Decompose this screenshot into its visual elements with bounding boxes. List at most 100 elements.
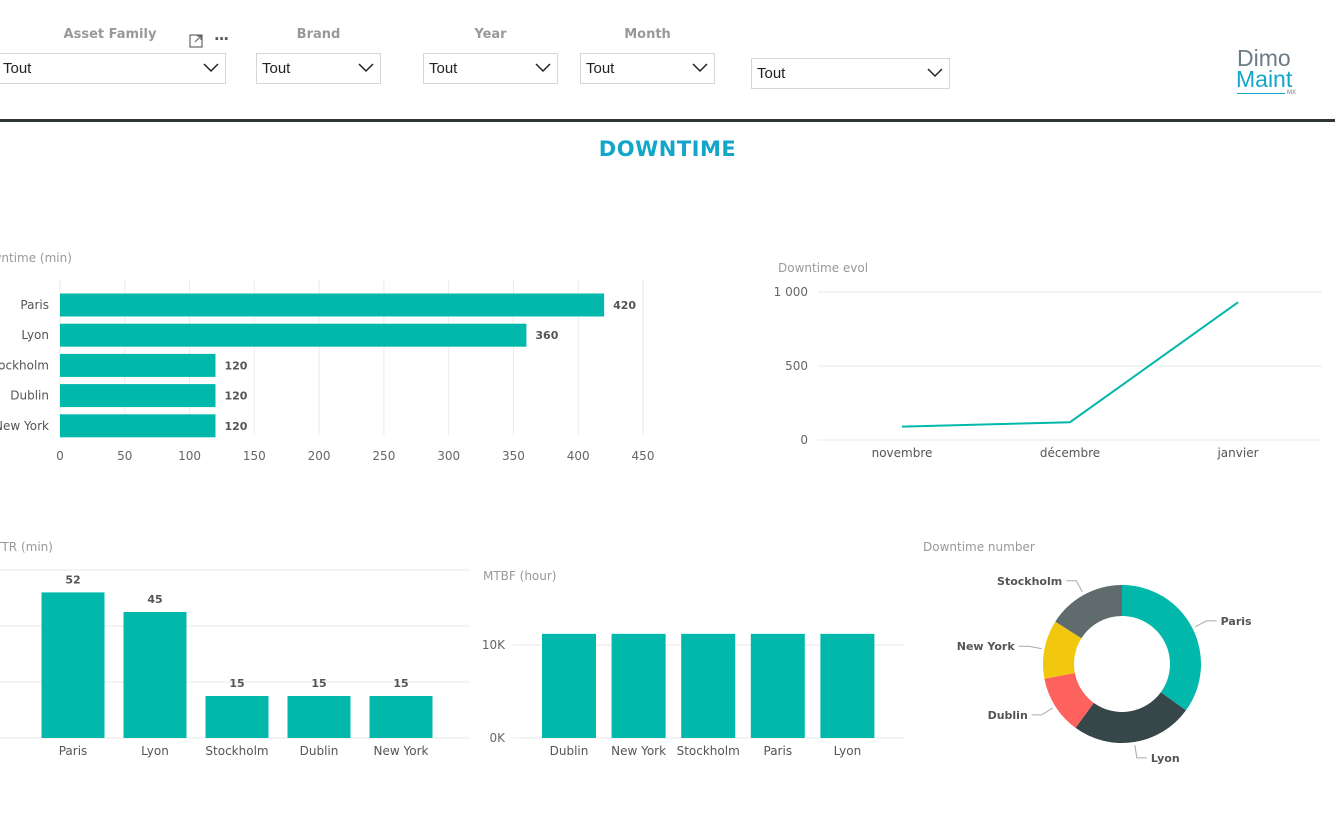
y-tick-label: 0K <box>489 731 506 745</box>
asset-family-dropdown[interactable]: Tout <box>0 53 226 84</box>
chevron-down-icon <box>927 68 943 78</box>
donut-slice <box>1055 585 1122 639</box>
y-tick-label: 10K <box>482 638 506 652</box>
bar <box>60 414 216 438</box>
logo-text-dimo: Dimo <box>1237 45 1291 71</box>
x-tick-label: 200 <box>308 449 331 463</box>
data-label: 15 <box>393 677 408 690</box>
month-dropdown[interactable]: Tout <box>580 53 715 84</box>
data-label: 45 <box>147 593 162 606</box>
data-label: 120 <box>224 420 247 433</box>
category-label: New York <box>611 744 666 758</box>
category-label: New York <box>0 419 49 433</box>
brand-dropdown[interactable]: Tout <box>256 53 381 84</box>
asset-family-label: Asset Family <box>63 27 157 42</box>
x-tick-label: 150 <box>243 449 266 463</box>
chevron-down-icon <box>203 63 219 73</box>
bar <box>60 293 605 317</box>
leader-line <box>1066 580 1083 593</box>
page-title: DOWNTIME <box>598 137 737 161</box>
leader-line <box>1018 645 1042 650</box>
bar <box>542 633 596 738</box>
category-label: Dublin <box>10 389 49 403</box>
asset-family-value: Tout <box>3 60 32 77</box>
x-tick-label: décembre <box>1040 446 1100 460</box>
category-label: Stockholm <box>205 744 268 758</box>
slice-label: Stockholm <box>997 575 1062 588</box>
leader-line <box>1031 707 1054 716</box>
slice-label: Paris <box>1221 615 1252 628</box>
series-line <box>901 301 1239 428</box>
focus-mode-icon[interactable] <box>189 33 203 48</box>
year-value: Tout <box>429 60 458 77</box>
bar <box>681 633 736 738</box>
category-label: Stockholm <box>0 358 49 372</box>
category-label: Lyon <box>834 744 862 758</box>
x-tick-label: novembre <box>872 446 933 460</box>
chevron-down-icon <box>358 63 374 73</box>
bar <box>60 353 216 377</box>
data-label: 360 <box>535 329 558 342</box>
x-tick-label: 300 <box>437 449 460 463</box>
bar <box>369 696 433 738</box>
bar <box>820 633 875 738</box>
header-divider <box>0 119 1335 122</box>
donut-slice <box>1075 692 1186 743</box>
slice-label: Dublin <box>988 709 1028 722</box>
logo-text-mx: MX <box>1287 90 1296 96</box>
brand-value: Tout <box>262 60 291 77</box>
more-options-icon[interactable]: ··· <box>214 30 229 48</box>
bar <box>611 633 666 738</box>
x-tick-label: 350 <box>502 449 525 463</box>
data-label: 52 <box>65 573 80 586</box>
category-label: Stockholm <box>677 744 740 758</box>
downtime-evol-line-chart: 0 500 1 000 novembre décembre janvier <box>774 285 1322 460</box>
data-label: 15 <box>311 677 326 690</box>
leader-line <box>1134 744 1147 759</box>
category-label: New York <box>374 744 429 758</box>
donut-slice <box>1044 672 1094 728</box>
x-tick-label: 50 <box>117 449 132 463</box>
y-tick-label: 0 <box>800 433 808 447</box>
data-label: 420 <box>613 299 636 312</box>
bar <box>41 592 105 738</box>
data-label: 120 <box>224 359 247 372</box>
year-label: Year <box>474 27 507 42</box>
dimomaint-logo: Dimo Maint MX <box>1234 47 1304 101</box>
category-label: Paris <box>59 744 88 758</box>
x-tick-label: 250 <box>372 449 395 463</box>
bar <box>60 384 216 408</box>
x-tick-label: janvier <box>1216 446 1258 460</box>
category-label: Paris <box>764 744 793 758</box>
y-tick-label: 1 000 <box>774 285 808 299</box>
downtime-chart-title: Downtime (min) <box>0 251 72 265</box>
logo-rule <box>1237 93 1285 94</box>
donut-slice <box>1043 621 1082 679</box>
downtime-bar-chart: 0 50 100 150 200 250 300 350 400 450 Paris 420 Lyon 3… <box>0 280 655 463</box>
brand-label: Brand <box>296 27 341 42</box>
data-label: 120 <box>224 390 247 403</box>
x-tick-label: 400 <box>567 449 590 463</box>
category-label: Lyon <box>141 744 169 758</box>
downtime-evol-title: Downtime evol <box>778 261 869 275</box>
bar <box>60 323 527 347</box>
extra-filter-dropdown[interactable]: Tout <box>751 58 950 89</box>
leader-line <box>1194 620 1217 628</box>
y-tick-label: 500 <box>785 359 808 373</box>
mttr-bar-chart: 52 Paris 45 Lyon 15 Stockholm 15 Dublin 15 New Yo… <box>0 569 470 758</box>
category-label: Paris <box>20 298 49 312</box>
category-label: Dublin <box>300 744 339 758</box>
chevron-down-icon <box>535 63 551 73</box>
donut-slice <box>1122 585 1201 711</box>
bar <box>123 612 187 738</box>
x-tick-label: 450 <box>632 449 655 463</box>
bar <box>750 633 805 738</box>
x-tick-label: 0 <box>56 449 64 463</box>
downtime-number-title: Downtime number <box>923 540 1035 554</box>
bar <box>287 696 351 738</box>
year-dropdown[interactable]: Tout <box>423 53 558 84</box>
extra-filter-value: Tout <box>757 65 786 82</box>
month-label: Month <box>624 27 671 42</box>
logo-text-maint: Maint <box>1236 66 1293 92</box>
chevron-down-icon <box>692 63 708 73</box>
